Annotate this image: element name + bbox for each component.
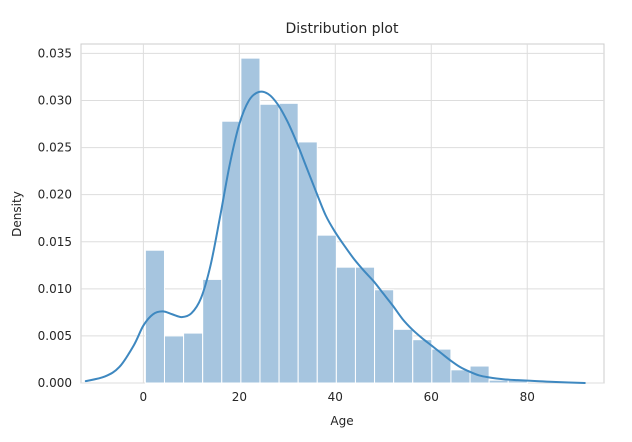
x-tick-label: 20 <box>232 390 247 404</box>
x-tick-label: 0 <box>140 390 148 404</box>
y-tick-label: 0.000 <box>38 376 72 390</box>
histogram-bar <box>488 379 509 384</box>
histogram-bar <box>259 103 280 384</box>
y-axis-label: Density <box>10 191 24 237</box>
histogram-bar <box>144 249 165 384</box>
x-tick-label: 80 <box>520 390 535 404</box>
histogram-bar <box>450 369 471 384</box>
histogram-bar <box>316 234 337 384</box>
histogram-bar <box>335 266 356 384</box>
histogram-bar <box>278 102 299 384</box>
chart-title: Distribution plot <box>286 21 399 37</box>
y-tick-label: 0.035 <box>38 46 72 60</box>
y-tick-label: 0.010 <box>38 282 72 296</box>
histogram-bar <box>163 335 185 384</box>
histogram-bar <box>202 278 223 384</box>
tick-labels: 0 20 40 60 80 0.000 0.005 0.010 0.015 0.020 0.025 0… <box>38 46 535 404</box>
histogram-bar <box>393 328 414 384</box>
histogram-bar <box>297 141 318 384</box>
histogram-bar <box>240 57 261 384</box>
histogram-bar <box>183 332 204 384</box>
y-tick-label: 0.030 <box>38 94 72 108</box>
x-tick-label: 60 <box>424 390 439 404</box>
histogram-bars <box>144 57 528 384</box>
histogram-bar <box>412 339 433 384</box>
histogram-bar <box>354 266 376 384</box>
y-tick-label: 0.005 <box>38 329 72 343</box>
y-tick-label: 0.015 <box>38 235 72 249</box>
kde-line <box>84 90 586 384</box>
y-tick-label: 0.025 <box>38 141 72 155</box>
x-tick-label: 40 <box>328 390 343 404</box>
y-tick-label: 0.020 <box>38 188 72 202</box>
kde-curve <box>84 90 586 384</box>
x-axis-label: Age <box>330 414 353 428</box>
